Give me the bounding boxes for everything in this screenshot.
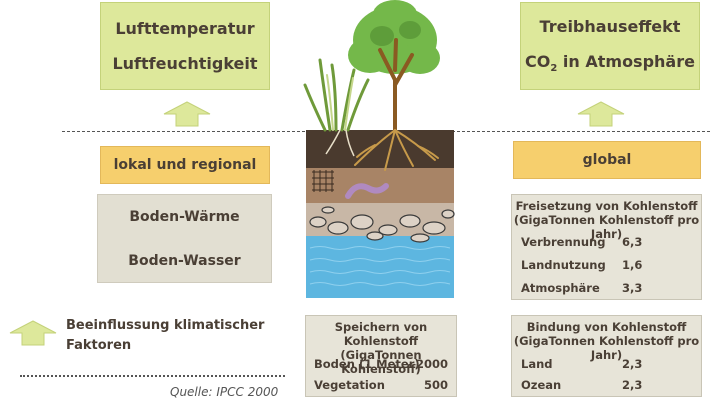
release-title: Freisetzung von Kohlenstoff: [515, 199, 698, 213]
storage-title: Speichern von Kohlenstoff: [334, 320, 428, 348]
air-humidity-label: Luftfeuchtigkeit: [112, 54, 258, 73]
carbon-release-box: Freisetzung von Kohlenstoff (GigaTonnen …: [511, 194, 702, 300]
soil-heat-label: Boden-Wärme: [129, 209, 240, 225]
co2-atmosphere-label: CO2 in Atmosphäre: [525, 52, 695, 75]
greenhouse-effect-label: Treibhauseffekt: [539, 17, 681, 37]
binding-subtitle: (GigaTonnen Kohlenstoff pro Jahr): [513, 334, 700, 362]
soil-factors-box: Boden-Wärme Boden-Wasser: [97, 194, 272, 283]
binding-title: Bindung von Kohlenstoff: [526, 320, 687, 334]
release-row: Verbrennung 6,3: [521, 235, 643, 249]
release-row: Landnutzung 1,6: [521, 258, 643, 272]
scope-local-regional: lokal und regional: [100, 146, 270, 184]
air-temperature-label: Lufttemperatur: [115, 19, 255, 38]
binding-row: Land 2,3: [521, 357, 643, 371]
source-separator: [20, 375, 285, 377]
carbon-binding-box: Bindung von Kohlenstoff (GigaTonnen Kohl…: [511, 315, 702, 397]
source-label: Quelle: IPCC 2000: [170, 385, 279, 399]
soil-water-label: Boden-Wasser: [128, 253, 241, 269]
carbon-storage-box: Speichern von Kohlenstoff (GigaTonnen Ko…: [305, 315, 457, 397]
storage-subtitle: (GigaTonnen Kohlenstoff): [340, 348, 422, 376]
binding-row: Ozean 2,3: [521, 378, 643, 392]
global-factors-box: Treibhauseffekt CO2 in Atmosphäre: [520, 2, 700, 90]
scope-global: global: [513, 141, 701, 179]
legend-label: Beeinflussung klimatischer Faktoren: [66, 318, 265, 353]
storage-row: Boden (1 Meter) 2000: [314, 357, 448, 371]
release-subtitle: (GigaTonnen Kohlenstoff pro Jahr): [513, 213, 700, 241]
release-row: Atmosphäre 3,3: [521, 281, 643, 295]
legend-arrow-icon: [9, 320, 57, 346]
influence-arrow-icon: [577, 101, 625, 127]
storage-row: Vegetation 500: [314, 378, 448, 392]
air-factors-box: Lufttemperatur Luftfeuchtigkeit: [100, 2, 270, 90]
influence-arrow-icon: [163, 101, 211, 127]
soil-profile-illustration: [303, 0, 455, 298]
